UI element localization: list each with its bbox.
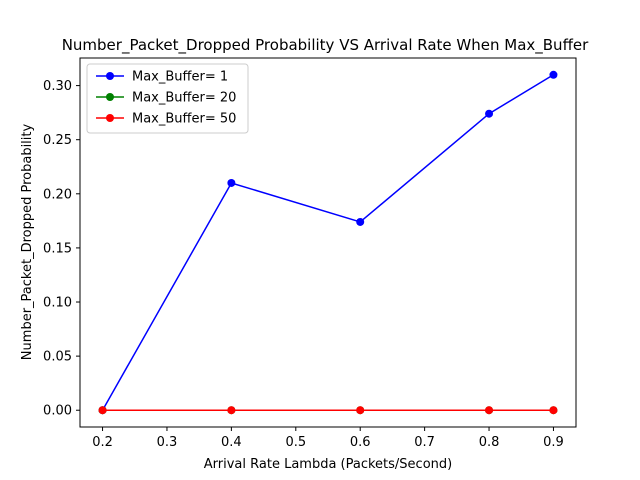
- y-tick-label: 0.20: [43, 187, 72, 202]
- legend-item: Max_Buffer= 50: [96, 112, 236, 127]
- chart-title: Number_Packet_Dropped Probability VS Arr…: [62, 36, 589, 55]
- data-point: [549, 70, 558, 79]
- ticks-layer: 0.2 0.3 0.4 0.5 0.6 0.7 0.8 0.9 0.00 0.05 0.10 0.15…: [43, 79, 564, 450]
- legend-label: Max_Buffer= 50: [132, 112, 236, 127]
- y-tick-label: 0.10: [43, 296, 72, 311]
- data-point: [227, 406, 236, 415]
- legend-box: [86, 63, 249, 134]
- x-tick-label: 0.2: [92, 435, 113, 450]
- data-point: [356, 217, 365, 226]
- data-point: [485, 406, 494, 415]
- y-tick-label: 0.30: [43, 79, 72, 94]
- x-tick-label: 0.8: [479, 435, 500, 450]
- x-tick-label: 0.7: [414, 435, 435, 450]
- x-tick-label: 0.5: [285, 435, 306, 450]
- series-3: [98, 406, 558, 415]
- x-tick-label: 0.6: [350, 435, 371, 450]
- legend-marker: [106, 72, 114, 80]
- legend-marker: [106, 93, 114, 101]
- x-tick-label: 0.3: [157, 435, 178, 450]
- series-layer: [98, 70, 558, 415]
- legend: Max_Buffer= 1 Max_Buffer= 20 Max_Buffer= 5…: [86, 63, 249, 134]
- legend-item: Max_Buffer= 20: [96, 91, 236, 106]
- y-axis-label: Number_Packet_Dropped Probability: [20, 124, 35, 361]
- plot-frame: [79, 57, 577, 428]
- y-tick-label: 0.00: [43, 404, 72, 419]
- legend-item: Max_Buffer= 1: [96, 70, 228, 85]
- data-point: [356, 406, 365, 415]
- data-point: [549, 406, 558, 415]
- legend-label: Max_Buffer= 1: [132, 70, 228, 85]
- x-tick-label: 0.9: [543, 435, 564, 450]
- data-point: [98, 406, 107, 415]
- y-tick-label: 0.05: [43, 350, 72, 365]
- legend-label: Max_Buffer= 20: [132, 91, 236, 106]
- y-tick-label: 0.25: [43, 133, 72, 148]
- y-tick-label: 0.15: [43, 241, 72, 256]
- x-tick-label: 0.4: [221, 435, 242, 450]
- data-point: [485, 109, 494, 118]
- data-point: [227, 178, 236, 187]
- legend-marker: [106, 114, 114, 122]
- x-axis-label: Arrival Rate Lambda (Packets/Second): [204, 457, 452, 472]
